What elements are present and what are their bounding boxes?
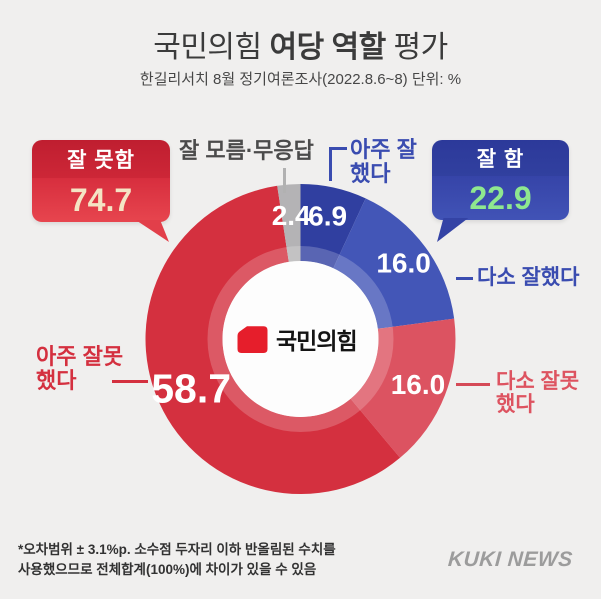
kuki-news-logo: KUKI NEWS — [447, 548, 574, 571]
page-title: 국민의힘 여당 역할 평가 — [0, 22, 601, 66]
donut-value-2: 16.0 — [391, 369, 446, 400]
donut-center-hole — [222, 261, 379, 417]
connector-very-bad — [112, 380, 148, 383]
label-somewhat-bad: 다소 잘못했다 — [496, 370, 580, 416]
connector-very-good-h — [329, 147, 347, 150]
connector-very-good-v — [329, 147, 332, 181]
positive-total-label: 잘 함 — [432, 140, 569, 176]
label-very-good: 아주 잘했다 — [350, 137, 417, 186]
label-dont-know: 잘 모름·무응답 — [179, 138, 314, 163]
donut-inner-highlight — [207, 246, 394, 432]
donut-slice-2 — [350, 318, 456, 458]
negative-total-value: 74.7 — [32, 178, 170, 222]
negative-total-callout: 잘 못함 74.7 — [32, 140, 170, 222]
party-logo-text: 국민의힘 — [276, 328, 358, 354]
donut-value-3: 58.7 — [151, 365, 231, 411]
positive-total-value: 22.9 — [432, 176, 569, 220]
donut-value-4: 2.4 — [272, 200, 311, 231]
negative-total-label: 잘 못함 — [32, 140, 170, 178]
donut-value-0: 6.9 — [308, 200, 347, 231]
connector-somewhat-good — [456, 277, 473, 280]
title-bold: 여당 역할 — [269, 31, 386, 64]
donut-slice-4 — [277, 184, 301, 262]
positive-total-callout: 잘 함 22.9 — [432, 140, 569, 220]
title-regular-2: 평가 — [385, 31, 449, 64]
survey-subtitle: 한길리서치 8월 정기여론조사(2022.8.6~8) 단위: % — [139, 71, 462, 88]
connector-somewhat-bad — [456, 383, 490, 386]
donut-slice-3 — [145, 185, 401, 495]
title-regular-1: 국민의힘 — [153, 31, 270, 64]
donut-slice-1 — [333, 198, 455, 329]
connector-dont-know — [283, 168, 286, 193]
donut-value-1: 16.0 — [376, 248, 431, 279]
party-logo-icon — [237, 325, 268, 353]
label-somewhat-good: 다소 잘했다 — [477, 266, 580, 289]
label-very-bad: 아주 잘못했다 — [36, 344, 124, 393]
footnote: *오차범위 ± 3.1%p. 소수점 두자리 이하 반올림된 수치를 사용했으므… — [18, 542, 336, 577]
party-logo: 국민의힘 — [237, 321, 372, 357]
donut-slice-0 — [300, 184, 366, 269]
